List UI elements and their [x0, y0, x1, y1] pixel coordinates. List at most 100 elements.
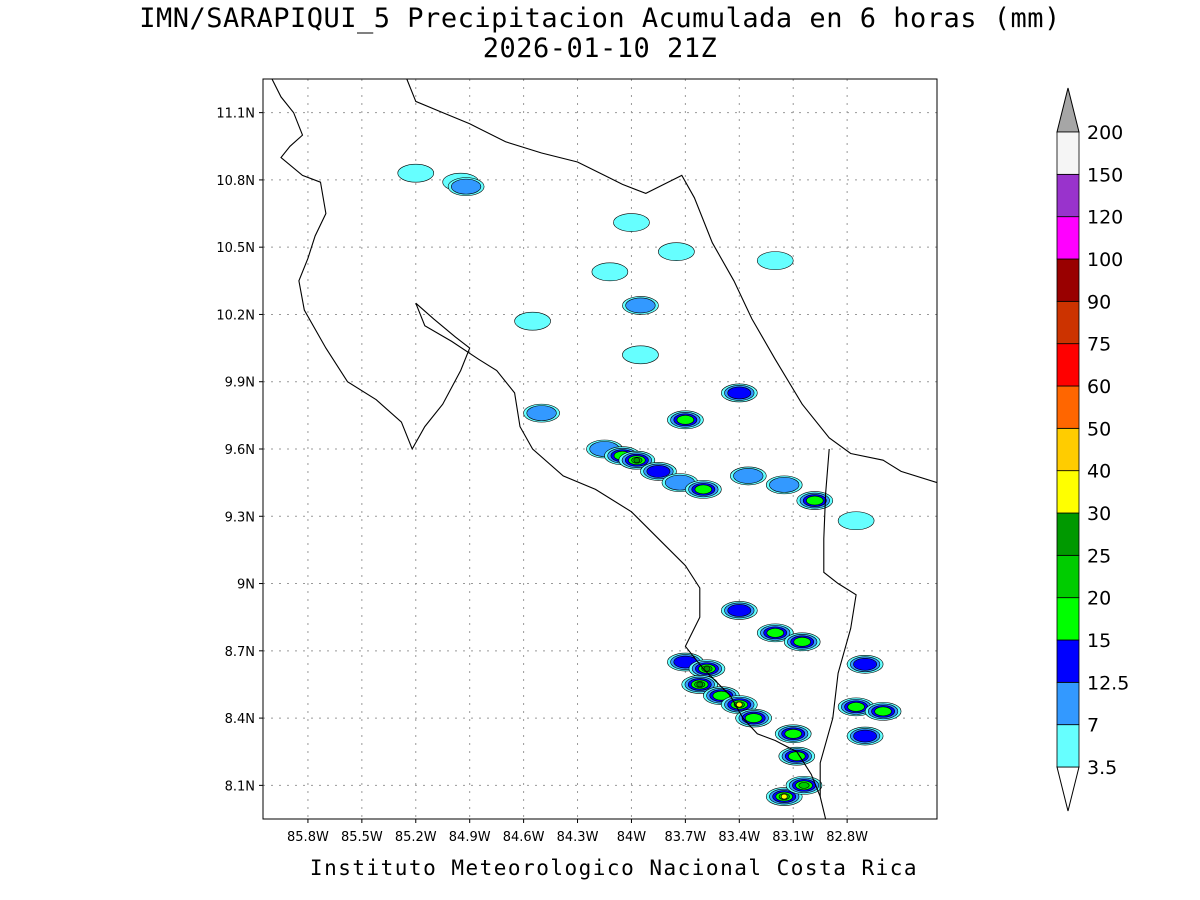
institution-credit: Instituto Meteorologico Nacional Costa R… — [309, 856, 919, 880]
lat-tick-label: 10.2N — [216, 308, 255, 323]
precip-cell — [720, 601, 758, 620]
colorbar-top-arrow — [1056, 87, 1080, 133]
colorbar-swatch — [1056, 554, 1080, 599]
precip-cell — [846, 726, 884, 746]
colorbar-swatch — [1056, 131, 1080, 175]
colorbar-swatch — [1056, 385, 1080, 429]
precip-cell — [622, 296, 659, 315]
precip-cell — [667, 410, 704, 430]
precip-contour — [450, 178, 482, 195]
precip-cell — [756, 251, 794, 270]
colorbar-level-label: 15 — [1087, 630, 1111, 652]
precip-contour — [591, 262, 629, 282]
lon-tick-label: 84W — [617, 830, 647, 845]
longitude-tick-labels: 85.8W 85.5W 85.2W 84.9W 84.6W 84.3W 84W 83.7W 83… — [287, 819, 868, 845]
colorbar-swatch — [1056, 597, 1080, 641]
colorbar-swatch — [1056, 258, 1080, 302]
precip-cell — [765, 787, 803, 806]
precip-contour — [622, 345, 659, 365]
lon-tick-label: 83.1W — [772, 830, 814, 845]
colorbar-level-label: 12.5 — [1087, 672, 1129, 694]
colorbar-swatch — [1056, 724, 1080, 768]
lat-tick-label: 9.6N — [225, 443, 255, 458]
colorbar-level-label: 50 — [1087, 418, 1111, 440]
lat-tick-label: 10.8N — [216, 174, 255, 189]
lat-tick-label: 8.4N — [225, 712, 255, 727]
colorbar-swatch — [1056, 470, 1080, 514]
precip-contour — [646, 465, 671, 478]
lon-tick-label: 84.3W — [557, 830, 599, 845]
precip-cell — [785, 776, 823, 795]
lon-tick-label: 83.4W — [718, 830, 760, 845]
map-subtitle-datetime: 2026-01-10 21Z — [482, 33, 718, 64]
latitude-tick-labels: 8.1N 8.4N 8.7N 9N 9.3N 9.6N 9.9N 10.2N 10.5N 10.8… — [216, 107, 263, 794]
precip-contour — [735, 701, 743, 708]
colorbar-level-label: 7 — [1087, 715, 1099, 737]
precip-cell — [796, 491, 834, 510]
precip-contour — [397, 163, 435, 183]
coastline-caribbean — [406, 79, 937, 484]
precip-contour — [676, 415, 695, 425]
colorbar-level-label: 200 — [1087, 122, 1123, 144]
colorbar-swatch — [1056, 343, 1080, 387]
map-title: IMN/SARAPIQUI_5 Precipitacion Acumulada … — [139, 3, 1061, 34]
precip-contour — [696, 681, 704, 688]
precip-contour — [613, 213, 650, 232]
coastline-pacific — [271, 79, 827, 819]
precip-contour — [625, 297, 656, 314]
colorbar-level-label: 120 — [1087, 207, 1123, 229]
colorbar-level-label: 75 — [1087, 334, 1111, 356]
colorbar-legend: 3.5 7 12.5 15 20 25 30 40 50 60 75 90 100 120 150 200 — [1056, 87, 1129, 812]
precip-contour — [837, 511, 875, 531]
precip-cell — [591, 262, 629, 282]
lat-tick-label: 9.9N — [225, 376, 255, 391]
colorbar-level-label: 60 — [1087, 376, 1111, 398]
precip-cell — [765, 475, 803, 495]
precip-contour — [658, 242, 695, 261]
precip-cell — [846, 654, 884, 674]
lat-tick-label: 9N — [237, 578, 255, 593]
colorbar-level-label: 20 — [1087, 588, 1111, 610]
colorbar-bottom-arrow — [1056, 766, 1080, 812]
border-panama — [819, 448, 857, 797]
precip-cell — [685, 480, 722, 499]
precip-cell — [688, 659, 726, 679]
precip-cell — [774, 724, 812, 744]
precip-cell — [447, 177, 485, 196]
lat-tick-label: 10.5N — [216, 241, 255, 256]
coastlines — [271, 79, 937, 819]
precip-cell — [658, 242, 695, 261]
precip-contour — [874, 706, 892, 717]
precip-cell — [837, 697, 875, 717]
precip-contour — [633, 457, 641, 464]
lon-tick-label: 82.8W — [826, 830, 868, 845]
precip-contour — [756, 251, 794, 270]
lat-tick-label: 8.1N — [225, 779, 255, 794]
colorbar-swatch — [1056, 681, 1080, 726]
lon-tick-label: 85.2W — [395, 830, 437, 845]
precip-contour — [847, 702, 865, 712]
precip-cell — [622, 345, 659, 365]
precip-contour — [733, 468, 764, 484]
precip-cell — [397, 163, 435, 183]
lon-tick-label: 83.7W — [664, 830, 706, 845]
colorbar-swatch — [1056, 427, 1080, 472]
colorbar-swatch — [1056, 300, 1080, 345]
precip-contour — [780, 793, 788, 800]
precip-contour — [784, 728, 802, 739]
precip-cell — [729, 466, 767, 486]
lat-tick-label: 9.3N — [225, 510, 255, 525]
precip-cells — [397, 163, 902, 806]
precip-contour — [853, 729, 878, 743]
precip-contour — [806, 495, 824, 506]
precip-contour — [526, 405, 557, 421]
colorbar-level-label: 30 — [1087, 503, 1111, 525]
precip-contour — [744, 713, 763, 723]
precip-cell — [613, 213, 650, 232]
precip-contour — [769, 477, 800, 493]
lat-tick-label: 8.7N — [225, 645, 255, 660]
colorbar-level-label: 3.5 — [1087, 757, 1117, 779]
lon-tick-label: 85.8W — [287, 830, 329, 845]
precip-cell — [720, 383, 758, 403]
